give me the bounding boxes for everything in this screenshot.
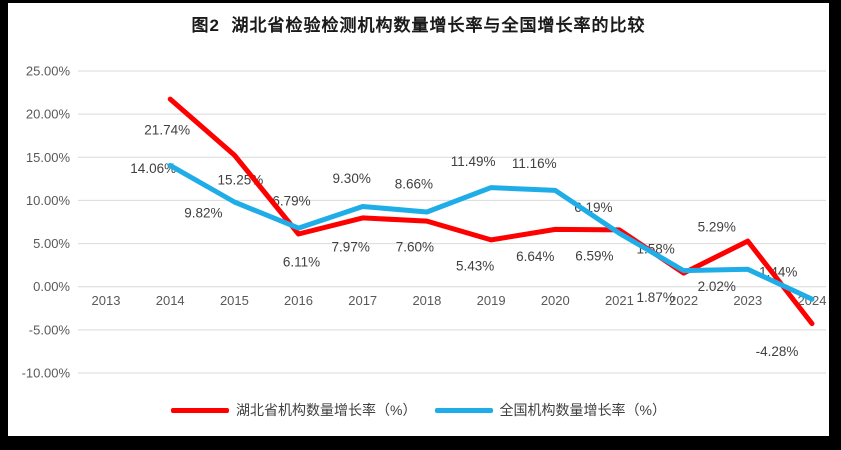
data-label-series-1: 11.16% — [512, 156, 557, 171]
x-axis-tick-label: 2020 — [541, 293, 570, 308]
legend-item-hubei: 湖北省机构数量增长率（%） — [171, 400, 417, 420]
data-label-series-0: 7.97% — [332, 239, 370, 254]
data-label-series-0: 5.29% — [698, 220, 736, 235]
x-axis-tick-label: 2019 — [477, 293, 506, 308]
data-label-series-1: 6.79% — [272, 194, 310, 209]
x-axis-tick-label: 2021 — [605, 293, 634, 308]
y-axis-tick-label: 10.00% — [26, 193, 71, 208]
chart-frame: 图2 湖北省检验检测机构数量增长率与全国增长率的比较 25.00% 20.00% 1… — [8, 3, 829, 436]
data-label-series-1: 8.66% — [395, 177, 433, 192]
y-axis-tick-label: 20.00% — [26, 107, 71, 122]
legend-swatch-red-line — [171, 407, 230, 413]
y-axis-tick-label: 0.00% — [33, 279, 70, 294]
y-axis-tick-label: -10.00% — [22, 366, 71, 381]
legend-item-national: 全国机构数量增长率（%） — [434, 400, 666, 420]
x-axis-tick-label: 2013 — [92, 293, 121, 308]
data-label-series-0: 5.43% — [456, 258, 494, 273]
chart-area: 25.00% 20.00% 15.00% 10.00% 5.00% 0.00% -5.00%… — [22, 64, 827, 381]
x-axis-tick-label: 2015 — [220, 293, 249, 308]
data-label-series-0: 7.60% — [396, 240, 434, 255]
data-label-series-1: 2.02% — [698, 279, 736, 294]
y-axis-tick-label: -5.00% — [29, 322, 71, 337]
legend-label-hubei: 湖北省机构数量增长率（%） — [236, 402, 417, 418]
data-label-series-0: 6.64% — [516, 249, 554, 264]
data-label-series-1: 11.49% — [451, 154, 496, 169]
legend: 湖北省机构数量增长率（%） 全国机构数量增长率（%） — [8, 400, 829, 420]
legend-label-national: 全国机构数量增长率（%） — [499, 402, 666, 418]
series-line-0 — [167, 96, 815, 327]
data-label-series-1: 1.87% — [636, 290, 674, 305]
x-axis-tick-label: 2023 — [733, 293, 762, 308]
y-axis-tick-label: 25.00% — [26, 64, 71, 79]
chart-title: 图2 湖北省检验检测机构数量增长率与全国增长率的比较 — [191, 16, 646, 35]
y-axis-tick-label: 15.00% — [26, 150, 71, 165]
x-axis-tick-label: 2016 — [284, 293, 313, 308]
data-label-series-1: 9.30% — [333, 171, 371, 186]
data-label-series-1: 14.06% — [130, 161, 176, 176]
y-axis-tick-label: 5.00% — [33, 236, 70, 251]
data-label-series-1: 9.82% — [184, 206, 222, 221]
x-axis-tick-label: 2022 — [669, 293, 698, 308]
data-label-series-0: 21.74% — [144, 123, 190, 138]
legend-swatch-blue-line — [434, 407, 493, 413]
series-line-1 — [167, 162, 815, 302]
data-label-series-0: 6.59% — [575, 248, 613, 263]
x-axis-tick-label: 2017 — [348, 293, 377, 308]
data-label-series-0: 6.11% — [283, 255, 320, 270]
x-axis-tick-label: 2014 — [156, 293, 185, 308]
data-label-series-0: -4.28% — [756, 344, 799, 359]
x-axis-tick-label: 2018 — [412, 293, 441, 308]
